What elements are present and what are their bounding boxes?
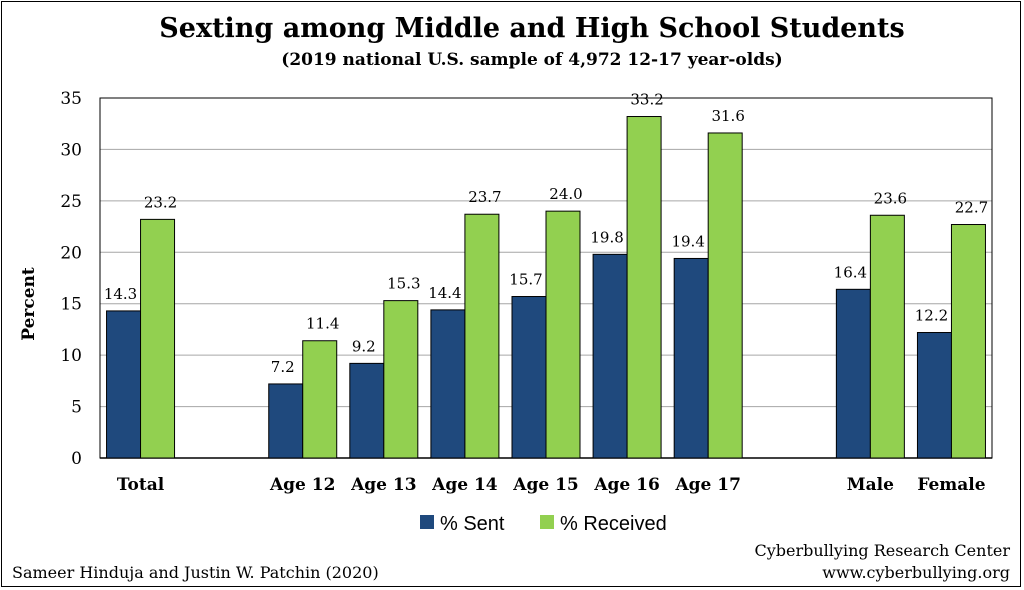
bar-sent [268, 383, 304, 459]
y-tick-label: 10 [60, 346, 82, 366]
data-label-received: 15.3 [387, 275, 420, 293]
bar-sent [592, 253, 628, 459]
bar-sent [673, 257, 709, 459]
category-labels: Total Age 12 Age 13 Age 14 Age 15 Age 16 Age 1… [117, 475, 986, 495]
data-label-sent: 16.4 [834, 263, 867, 281]
bar-received [950, 224, 986, 459]
data-label-sent: 19.4 [671, 232, 704, 250]
data-label-received: 23.7 [468, 188, 501, 206]
footer-center-name: Cyberbullying Research Center [754, 541, 1010, 560]
bar-received [464, 213, 500, 459]
bars [106, 116, 986, 459]
legend-label-received: % Received [560, 513, 667, 535]
y-tick-labels: 0 5 10 15 20 25 30 35 [60, 89, 82, 469]
data-label-sent: 15.7 [509, 271, 542, 289]
bar-received [707, 132, 743, 459]
bar-received [383, 300, 419, 459]
bar-received [626, 116, 662, 459]
y-tick-label: 20 [60, 243, 82, 263]
y-tick-label: 5 [71, 398, 82, 418]
data-label-received: 22.7 [955, 199, 988, 217]
data-label-received: 23.2 [144, 193, 177, 211]
data-label-received: 11.4 [306, 315, 339, 333]
legend-swatch-sent [420, 515, 434, 529]
data-label-sent: 14.3 [104, 285, 137, 303]
y-tick-label: 15 [60, 295, 82, 315]
bar-sent [916, 332, 952, 459]
bar-received [869, 214, 905, 459]
data-label-sent: 7.2 [271, 358, 295, 376]
x-tick-label: Age 12 [269, 475, 335, 495]
bar-received [302, 340, 338, 459]
bar-sent [106, 310, 142, 459]
y-tick-label: 35 [60, 89, 82, 109]
y-tick-label: 25 [60, 192, 82, 212]
footer-authors: Sameer Hinduja and Justin W. Patchin (20… [12, 563, 379, 582]
bar-sent [511, 296, 547, 459]
bar-received [545, 210, 581, 459]
footer-website: www.cyberbullying.org [822, 563, 1010, 582]
data-label-received: 33.2 [630, 91, 663, 109]
legend-swatch-received [540, 515, 554, 529]
bar-sent [349, 362, 385, 459]
data-label-sent: 12.2 [915, 307, 948, 325]
x-tick-label: Age 16 [593, 475, 659, 495]
data-label-sent: 14.4 [428, 284, 461, 302]
data-label-sent: 9.2 [352, 337, 376, 355]
y-tick-label: 30 [60, 140, 82, 160]
data-label-received: 31.6 [711, 107, 744, 125]
legend: % Sent % Received [420, 513, 667, 535]
bar-sent [430, 309, 466, 459]
chart-title: Sexting among Middle and High School Stu… [159, 13, 904, 44]
x-tick-label: Female [917, 475, 985, 495]
x-tick-label: Total [117, 475, 165, 495]
chart-subtitle: (2019 national U.S. sample of 4,972 12-1… [281, 50, 782, 70]
x-tick-label: Age 14 [431, 475, 498, 495]
y-tick-label: 0 [71, 449, 82, 469]
x-tick-label: Male [847, 475, 894, 495]
x-tick-label: Age 15 [512, 475, 578, 495]
data-labels: 14.3 23.2 7.2 11.4 9.2 15.3 14.4 23.7 15.7 24.0 19… [104, 91, 988, 376]
bar-sent [835, 288, 871, 459]
x-tick-label: Age 17 [674, 475, 740, 495]
y-axis-label: Percent [19, 267, 39, 341]
legend-label-sent: % Sent [440, 513, 505, 535]
bar-received [140, 218, 176, 459]
x-tick-label: Age 13 [350, 475, 416, 495]
data-label-received: 23.6 [874, 189, 907, 207]
data-label-received: 24.0 [549, 185, 582, 203]
data-label-sent: 19.8 [590, 228, 623, 246]
